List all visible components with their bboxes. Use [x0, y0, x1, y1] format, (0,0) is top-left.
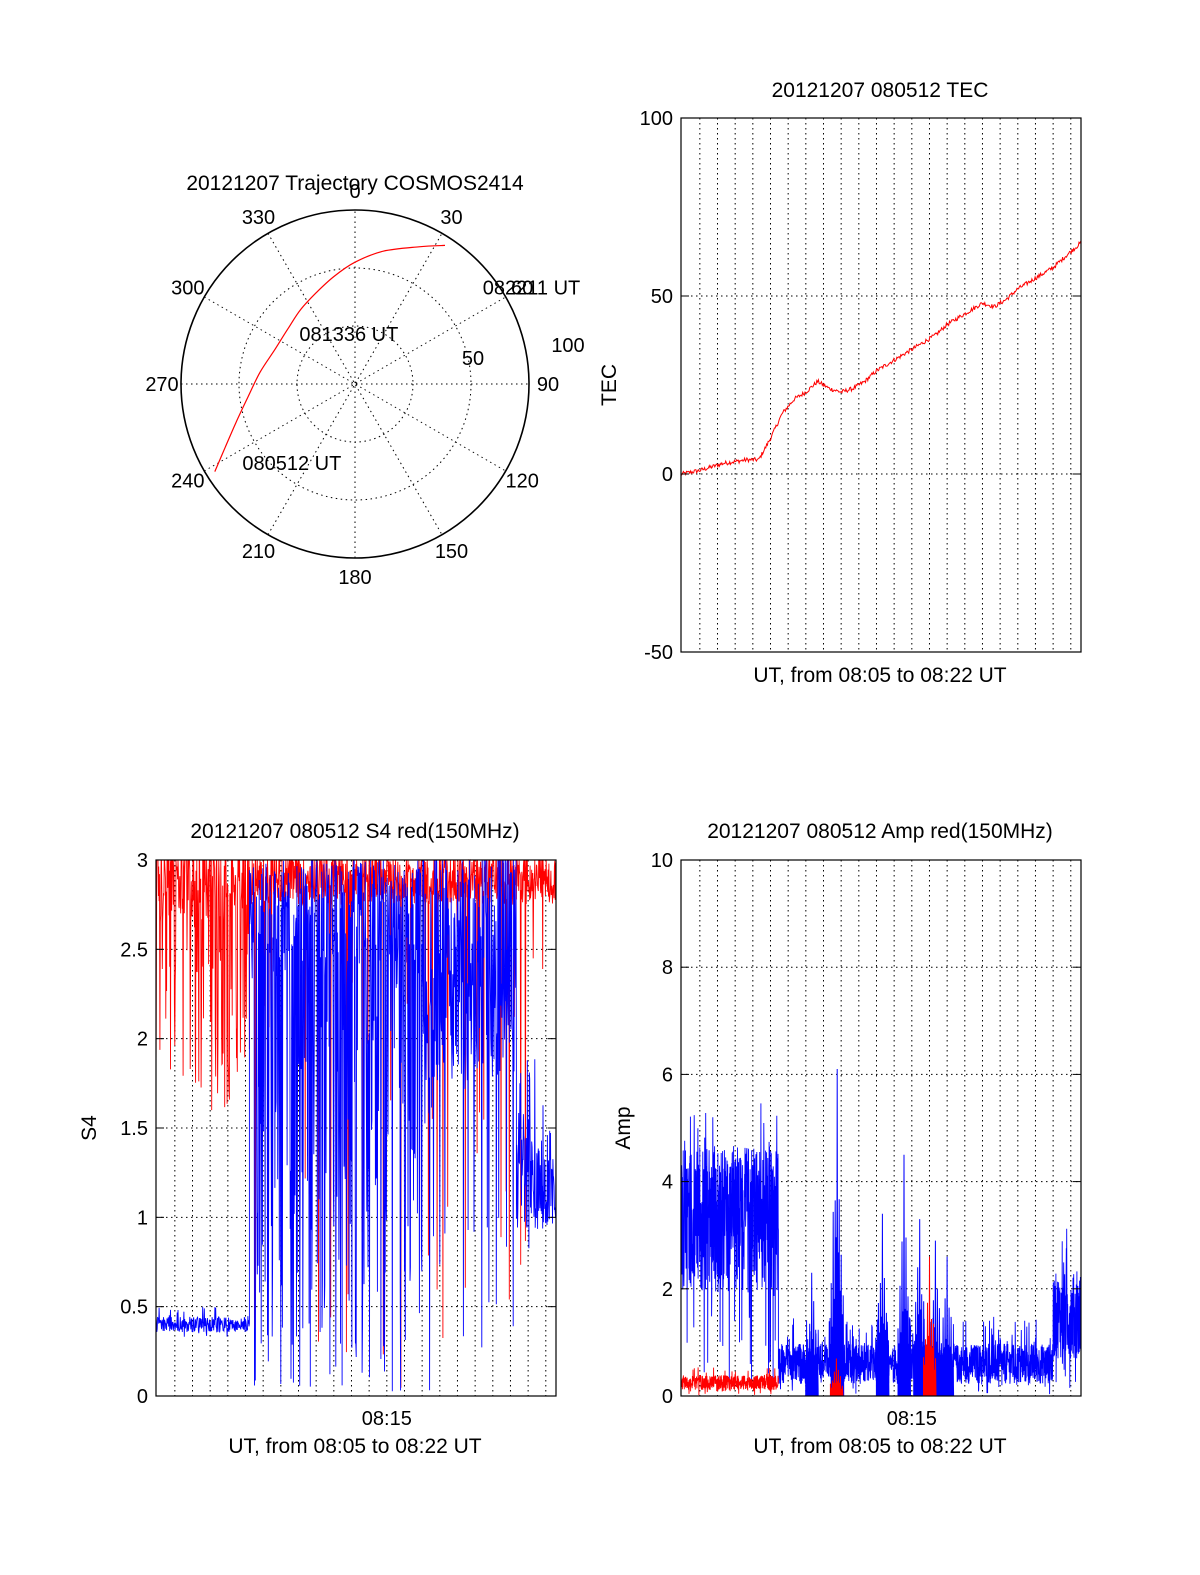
s4-ytick-label-2.5: 2.5 — [120, 939, 148, 961]
amp-ytick-label-8: 8 — [662, 957, 673, 979]
polar-outer-circle — [180, 209, 530, 559]
s4-ytick-label-0.5: 0.5 — [120, 1297, 148, 1319]
tec-yticks: 100 50 0 -50 — [640, 108, 1081, 664]
trajectory-panel: 20121207 Trajectory COSMOS2414 0 30 60 90 12… — [145, 172, 584, 589]
tec-ytick-label-50: 50 — [651, 286, 673, 308]
amp-series — [680, 1068, 1082, 1397]
amp-ytick-label-10: 10 — [651, 850, 673, 872]
amp-series-blue-peak-3 — [897, 1154, 911, 1397]
s4-xtick-0815: 08:15 — [362, 1408, 412, 1430]
trajectory-annotation-start: 080512 UT — [242, 453, 341, 475]
amp-ytick-label-4: 4 — [662, 1172, 673, 1194]
amp-series-blue-peak-0 — [805, 1272, 819, 1397]
tec-ytick-label-100: 100 — [640, 108, 673, 130]
amp-ylabel: Amp — [612, 1106, 635, 1149]
s4-ytick-label-1.5: 1.5 — [120, 1118, 148, 1140]
s4-panel: 20121207 080512 S4 red(150MHz) 3 2.5 2 1.5 1… — [78, 820, 557, 1458]
trajectory-annotation-mid: 081336 UT — [299, 324, 398, 346]
polar-radial-tick-100: 100 — [551, 335, 584, 357]
polar-spoke-60 — [204, 296, 506, 472]
s4-ylabel: S4 — [78, 1115, 101, 1141]
tec-ylabel: TEC — [598, 364, 621, 406]
tec-panel: 20121207 080512 TEC 100 50 0 -50 TEC UT, fr… — [598, 79, 1082, 687]
amp-series-blue-peak-1 — [830, 1068, 845, 1397]
amp-xlabel: UT, from 08:05 to 08:22 UT — [753, 1435, 1006, 1458]
tec-plot-frame — [680, 117, 1082, 653]
amp-title: 20121207 080512 Amp red(150MHz) — [707, 820, 1053, 843]
polar-azimuth-label-30: 30 — [440, 207, 462, 229]
amp-panel: 20121207 080512 Amp red(150MHz) 1086420 … — [612, 820, 1082, 1458]
polar-labels: 0 30 60 90 120 150 180 210 240 270 300 330 — [145, 181, 559, 589]
polar-azimuth-label-270: 270 — [145, 374, 178, 396]
amp-ytick-label-2: 2 — [662, 1279, 673, 1301]
polar-spoke-150 — [267, 233, 443, 535]
polar-azimuth-label-240: 240 — [171, 471, 204, 493]
amp-ytick-label-0: 0 — [662, 1386, 673, 1408]
amp-series-red-peak-0 — [829, 1358, 844, 1397]
s4-xlabel: UT, from 08:05 to 08:22 UT — [228, 1435, 481, 1458]
polar-grid — [181, 210, 529, 558]
polar-azimuth-label-90: 90 — [537, 374, 559, 396]
amp-yticks: 10 8 6 4 2 0 — [651, 850, 1081, 1408]
s4-series-blue — [155, 859, 557, 1392]
tec-series-line — [680, 241, 1082, 477]
polar-azimuth-label-150: 150 — [435, 541, 468, 563]
polar-spoke-30 — [267, 233, 443, 535]
tec-ytick-label-0: 0 — [662, 464, 673, 486]
polar-azimuth-label-120: 120 — [505, 471, 538, 493]
trajectory-title: 20121207 Trajectory COSMOS2414 — [186, 172, 524, 195]
s4-ytick-label-3: 3 — [137, 850, 148, 872]
polar-radial-tick-50: 50 — [462, 348, 484, 370]
s4-ytick-label-0: 0 — [137, 1386, 148, 1408]
s4-ytick-label-2: 2 — [137, 1029, 148, 1051]
polar-azimuth-label-300: 300 — [171, 278, 204, 300]
amp-series-red — [680, 1367, 779, 1396]
tec-ytick-label--50: -50 — [644, 642, 673, 664]
s4-ytick-label-1: 1 — [137, 1207, 148, 1229]
s4-title: 20121207 080512 S4 red(150MHz) — [190, 820, 519, 843]
tec-title: 20121207 080512 TEC — [772, 79, 989, 102]
trajectory-annotation-end: 082211 UT — [483, 278, 580, 300]
polar-azimuth-label-180: 180 — [338, 567, 371, 589]
amp-series-blue-peak-6 — [940, 1256, 955, 1397]
amp-ytick-label-6: 6 — [662, 1064, 673, 1086]
s4-yticks: 3 2.5 2 1.5 1 0.5 0 — [120, 850, 556, 1408]
polar-azimuth-label-0: 0 — [349, 181, 360, 203]
amp-grid — [681, 860, 1081, 1396]
polar-spoke-120 — [204, 296, 506, 472]
amp-series-red-peak-1 — [923, 1256, 937, 1397]
amp-series-blue-peak-2 — [875, 1213, 890, 1397]
tec-xlabel: UT, from 08:05 to 08:22 UT — [753, 664, 1006, 687]
polar-azimuth-label-210: 210 — [242, 541, 275, 563]
polar-azimuth-label-330: 330 — [242, 207, 275, 229]
amp-plot-frame — [680, 859, 1082, 1397]
polar-azimuth-label-60: 60 — [511, 278, 533, 300]
s4-series — [155, 859, 557, 1392]
tec-grid — [681, 118, 1081, 652]
trajectory-line — [214, 244, 446, 472]
amp-xtick-0815: 08:15 — [887, 1408, 937, 1430]
